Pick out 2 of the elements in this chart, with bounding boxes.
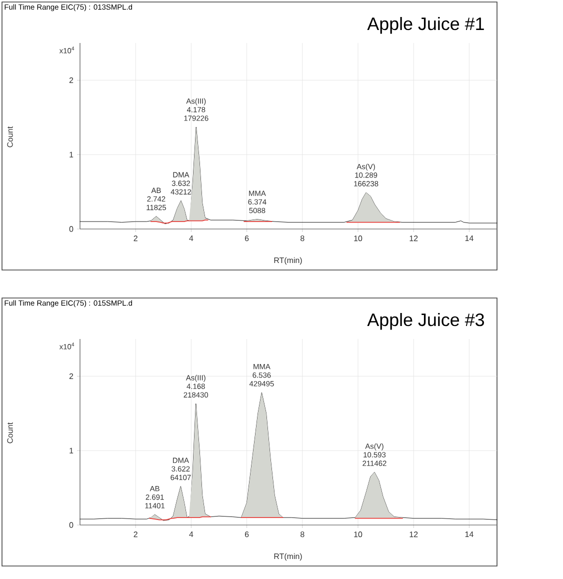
chart-title: Apple Juice #1 [367,16,484,34]
chart-title: Apple Juice #3 [367,312,484,330]
